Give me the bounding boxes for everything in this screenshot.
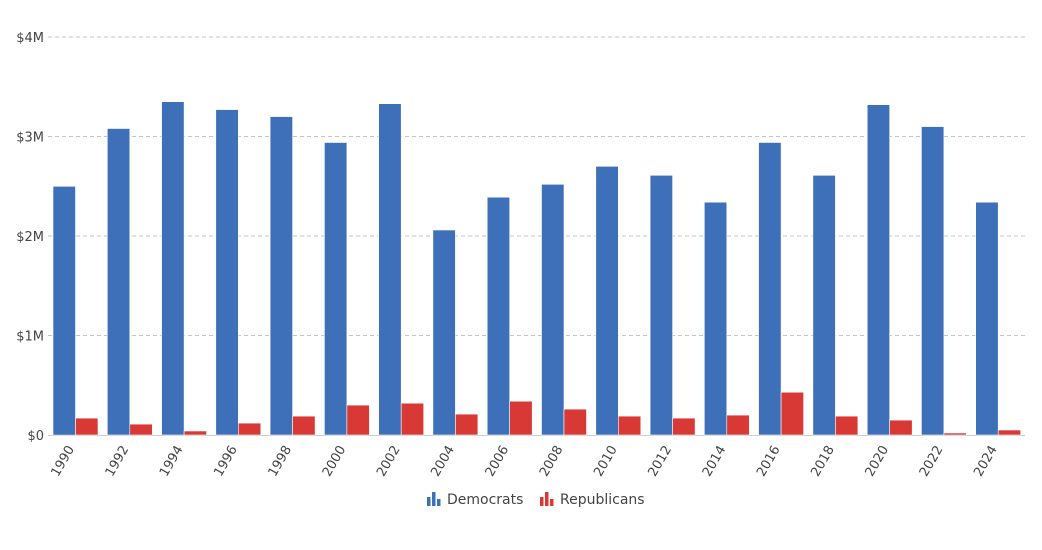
bar-republicans-1990[interactable] (75, 417, 99, 436)
bar-democrats-2020[interactable] (866, 104, 891, 436)
x-tick-label: 2024 (971, 443, 1001, 479)
y-tick-label: $1M (16, 330, 44, 345)
x-tick-label: 2012 (646, 443, 676, 479)
x-tick-label: 2002 (374, 443, 404, 479)
bar-republicans-2010[interactable] (617, 415, 642, 436)
bar-republicans-1992[interactable] (129, 423, 153, 436)
y-tick-label: $2M (16, 230, 44, 245)
x-tick-label: 2000 (320, 443, 350, 479)
x-tick-label: 2020 (863, 443, 893, 479)
bar-democrats-2004[interactable] (432, 229, 456, 436)
bar-republicans-2000[interactable] (346, 404, 370, 436)
bar-republicans-1994[interactable] (183, 430, 207, 436)
bar-democrats-2002[interactable] (378, 103, 402, 436)
x-tick-label: 1992 (103, 443, 133, 479)
bar-republicans-2020[interactable] (889, 419, 913, 436)
bar-republicans-2002[interactable] (400, 402, 425, 436)
bar-democrats-1992[interactable] (107, 128, 131, 436)
x-tick-label: 2014 (700, 443, 730, 479)
bar-democrats-2022[interactable] (921, 126, 945, 436)
x-tick-label: 1990 (48, 443, 78, 479)
bar-democrats-2012[interactable] (649, 175, 673, 436)
bar-republicans-1998[interactable] (292, 415, 316, 436)
legend-item-democrats[interactable]: Democrats (427, 492, 523, 508)
x-tick-label: 1998 (266, 443, 296, 479)
bar-republicans-2022[interactable] (943, 432, 967, 436)
bar-democrats-1994[interactable] (161, 101, 185, 436)
x-axis: 1990 1992 1994 1996 1998 2000 2002 2004 2006 2008… (48, 443, 1000, 479)
bar-democrats-2008[interactable] (541, 184, 565, 436)
bar-democrats-1990[interactable] (52, 186, 76, 436)
bar-republicans-2024[interactable] (997, 429, 1022, 436)
x-tick-label: 2016 (754, 443, 784, 479)
bar-democrats-2010[interactable] (595, 166, 619, 436)
gridlines (48, 36, 1025, 436)
bar-democrats-1998[interactable] (269, 116, 293, 436)
bar-republicans-2016[interactable] (780, 391, 804, 436)
bar-democrats-2014[interactable] (703, 201, 728, 436)
x-tick-label: 1996 (211, 443, 241, 479)
x-tick-label: 2004 (428, 443, 458, 479)
y-tick-label: $4M (16, 31, 44, 46)
x-tick-label: 1994 (157, 443, 187, 479)
bar-democrats-2000[interactable] (324, 142, 348, 436)
bar-democrats-2018[interactable] (812, 175, 836, 436)
legend: Democrats Republicans (427, 492, 645, 508)
bar-republicans-2018[interactable] (835, 415, 859, 436)
bar-democrats-2024[interactable] (975, 201, 999, 436)
bar-democrats-2016[interactable] (758, 142, 782, 436)
x-tick-label: 2018 (808, 443, 838, 479)
bar-republicans-2006[interactable] (509, 400, 533, 436)
y-tick-label: $3M (16, 131, 44, 146)
x-tick-label: 2022 (917, 443, 947, 479)
bar-democrats-2006[interactable] (486, 196, 511, 436)
bar-republicans-2004[interactable] (455, 413, 479, 436)
legend-item-republicans[interactable]: Republicans (540, 492, 645, 508)
legend-label: Democrats (447, 492, 523, 508)
x-tick-label: 2010 (591, 443, 621, 479)
bar-republicans-2012[interactable] (672, 417, 696, 436)
legend-label: Republicans (560, 492, 645, 508)
bar-republicans-1996[interactable] (238, 422, 262, 436)
bars (52, 101, 1022, 436)
bar-chart-icon (427, 492, 441, 506)
bar-republicans-2008[interactable] (563, 408, 587, 436)
y-tick-label: $0 (27, 429, 44, 444)
x-tick-label: 2006 (483, 443, 513, 479)
x-tick-label: 2008 (537, 443, 567, 479)
bar-democrats-1996[interactable] (215, 109, 239, 436)
y-axis: $0 $1M $2M $3M $4M (16, 31, 44, 444)
bar-chart-icon (540, 492, 554, 506)
bar-republicans-2014[interactable] (726, 414, 750, 436)
